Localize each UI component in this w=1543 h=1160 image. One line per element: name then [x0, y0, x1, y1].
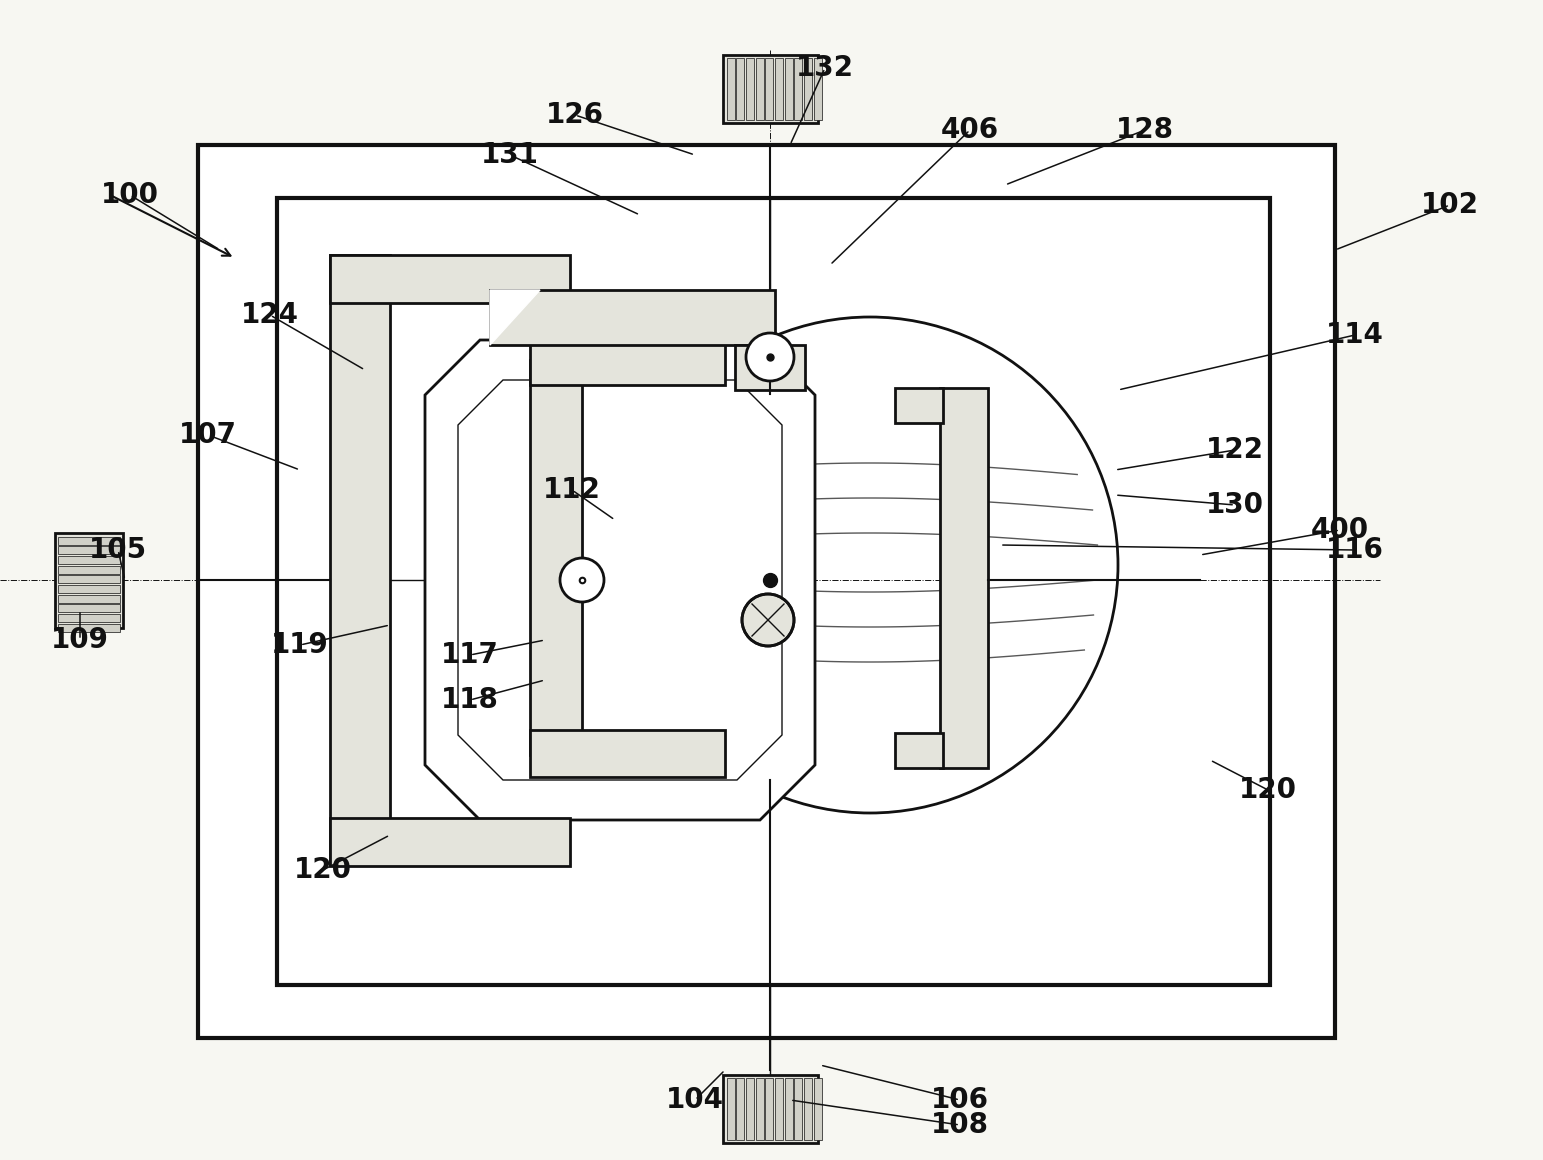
- Text: 100: 100: [100, 181, 159, 209]
- Bar: [491, 290, 775, 345]
- Text: 132: 132: [796, 55, 853, 82]
- Polygon shape: [491, 290, 540, 345]
- Text: 126: 126: [546, 101, 603, 129]
- Text: 108: 108: [930, 1111, 989, 1139]
- Bar: [736, 1078, 744, 1140]
- Bar: [330, 255, 569, 303]
- Bar: [59, 595, 120, 603]
- Text: 112: 112: [543, 476, 600, 503]
- Text: 406: 406: [941, 116, 998, 144]
- Circle shape: [622, 317, 1119, 813]
- Text: 122: 122: [1207, 436, 1264, 464]
- Text: 118: 118: [441, 686, 498, 715]
- Bar: [278, 198, 1270, 985]
- Text: 114: 114: [1325, 321, 1384, 349]
- Bar: [804, 1078, 812, 1140]
- Bar: [59, 585, 120, 593]
- Bar: [529, 360, 582, 755]
- Circle shape: [745, 333, 795, 380]
- Text: 117: 117: [441, 641, 498, 669]
- Bar: [765, 1078, 773, 1140]
- Circle shape: [560, 558, 603, 602]
- Bar: [198, 145, 1335, 1038]
- Text: 131: 131: [481, 142, 539, 169]
- Bar: [756, 1078, 764, 1140]
- Bar: [785, 58, 793, 119]
- Text: 102: 102: [1421, 191, 1480, 219]
- Text: 120: 120: [295, 856, 352, 884]
- Text: 106: 106: [930, 1086, 989, 1114]
- Text: 128: 128: [1116, 116, 1174, 144]
- Bar: [895, 387, 943, 423]
- Polygon shape: [424, 340, 815, 820]
- Bar: [59, 537, 120, 545]
- Bar: [59, 614, 120, 622]
- Bar: [756, 58, 764, 119]
- Bar: [727, 58, 734, 119]
- Bar: [765, 58, 773, 119]
- Bar: [59, 566, 120, 574]
- Bar: [56, 532, 123, 628]
- Bar: [795, 58, 802, 119]
- Bar: [529, 338, 725, 385]
- Bar: [529, 730, 725, 777]
- Text: 116: 116: [1325, 536, 1384, 564]
- Text: 107: 107: [179, 421, 238, 449]
- Bar: [815, 1078, 822, 1140]
- Text: 130: 130: [1207, 491, 1264, 519]
- Bar: [815, 58, 822, 119]
- Bar: [745, 1078, 755, 1140]
- Text: 124: 124: [241, 300, 299, 329]
- Text: 400: 400: [1312, 516, 1369, 544]
- Bar: [736, 58, 744, 119]
- Bar: [59, 624, 120, 632]
- Bar: [59, 604, 120, 612]
- Text: 105: 105: [89, 536, 147, 564]
- Text: 104: 104: [667, 1086, 724, 1114]
- Bar: [895, 733, 943, 768]
- Bar: [724, 1075, 818, 1143]
- Circle shape: [742, 594, 795, 646]
- Bar: [775, 58, 782, 119]
- Bar: [59, 575, 120, 583]
- Text: 119: 119: [272, 631, 329, 659]
- Bar: [724, 55, 818, 123]
- Bar: [59, 556, 120, 564]
- Bar: [330, 255, 390, 865]
- Bar: [330, 818, 569, 867]
- Bar: [795, 1078, 802, 1140]
- Bar: [940, 387, 988, 768]
- Bar: [727, 1078, 734, 1140]
- Bar: [804, 58, 812, 119]
- Bar: [785, 1078, 793, 1140]
- Text: 120: 120: [1239, 776, 1298, 804]
- Text: 109: 109: [51, 626, 110, 654]
- Bar: [59, 546, 120, 554]
- Bar: [745, 58, 755, 119]
- Bar: [734, 345, 805, 390]
- Bar: [775, 1078, 782, 1140]
